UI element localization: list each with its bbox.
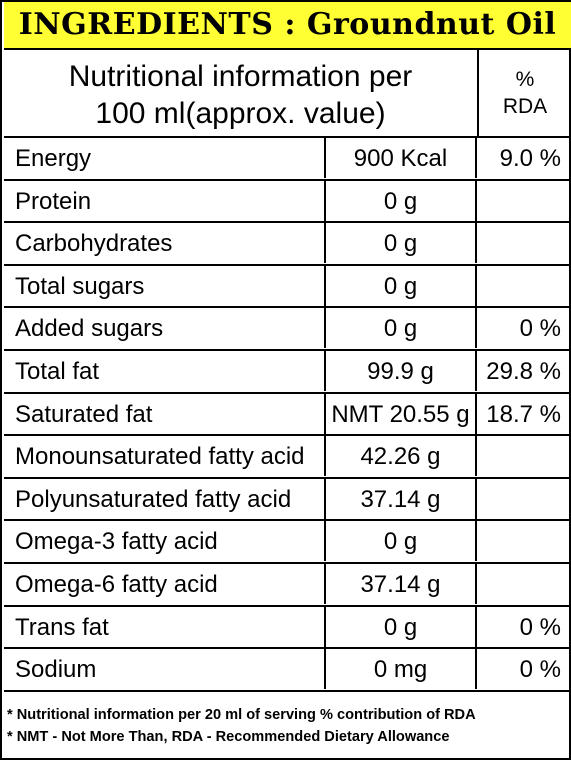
nutrient-amount: 0 g — [324, 521, 475, 562]
nutrient-name: Omega-6 fatty acid — [15, 571, 218, 598]
nutrient-amount: 0 g — [324, 180, 475, 221]
nutrient-rda: 18.7 % — [475, 393, 571, 434]
table-row: Energy 900 Kcal 9.0 % — [4, 136, 571, 178]
table-row: Total sugars 0 g — [4, 263, 571, 306]
nutrient-rda: 0 % — [475, 308, 571, 349]
rda-header: % RDA — [477, 50, 571, 136]
table-row: Saturated fat NMT 20.55 g 18.7 % — [4, 391, 571, 434]
table-row: Polyunsaturated fatty acid 37.14 g — [4, 476, 571, 519]
nutrient-name: Omega-3 fatty acid — [15, 528, 218, 556]
footnotes: * Nutritional information per 20 ml of s… — [4, 690, 571, 760]
nutrient-name: Sodium — [15, 656, 97, 684]
nutrient-name: Total fat — [15, 358, 100, 385]
label-title: INGREDIENTS : Groundnut Oil — [18, 7, 557, 42]
nutrient-name: Carbohydrates — [15, 230, 173, 258]
nutrient-name: Added sugars — [15, 315, 164, 343]
table-row: Protein 0 g — [4, 178, 571, 221]
nutrient-rda: 0 % — [475, 606, 571, 647]
nutrient-amount: 37.14 g — [324, 478, 475, 519]
nutrient-rda — [475, 265, 571, 306]
table-row: Sodium 0 mg 0 % — [4, 647, 571, 690]
nutrient-name: Polyunsaturated fatty acid — [15, 485, 292, 513]
nutrient-name: Monounsaturated fatty acid — [15, 443, 305, 471]
table-row: Omega-3 fatty acid 0 g — [4, 519, 571, 562]
nutrient-amount: 0 g — [324, 308, 475, 349]
nutrient-rda — [475, 564, 571, 604]
table-row: Total fat 99.9 g 29.8 % — [4, 349, 571, 391]
nutrient-amount: 99.9 g — [324, 351, 475, 391]
title-bar: INGREDIENTS : Groundnut Oil — [4, 2, 571, 50]
nutrient-name: Energy — [15, 145, 92, 172]
nutrition-header-line2: 100 ml(approx. value) — [95, 97, 386, 130]
rda-header-line1: % — [515, 68, 535, 91]
nutrient-rda: 9.0 % — [475, 138, 571, 178]
nutrient-amount: 0 mg — [324, 649, 475, 690]
nutrient-rda — [475, 223, 571, 264]
nutrient-rda — [475, 521, 571, 562]
nutrient-rda: 0 % — [475, 649, 571, 690]
nutrient-rda — [475, 436, 571, 477]
footnote-abbreviations: * NMT - Not More Than, RDA - Recommended… — [7, 729, 450, 745]
footnote-serving: * Nutritional information per 20 ml of s… — [7, 707, 476, 723]
nutrient-amount: 37.14 g — [324, 564, 475, 604]
nutrient-rda — [475, 180, 571, 221]
table-row: Carbohydrates 0 g — [4, 221, 571, 264]
nutrient-name: Protein — [15, 187, 92, 215]
nutrient-rda: 29.8 % — [475, 351, 571, 391]
nutrient-amount: NMT 20.55 g — [324, 393, 475, 434]
nutrition-header: Nutritional information per 100 ml(appro… — [4, 50, 477, 136]
nutrient-name: Total sugars — [15, 272, 145, 300]
nutrient-amount: 0 g — [324, 223, 475, 264]
nutrient-amount: 42.26 g — [324, 436, 475, 477]
nutrition-header-line1: Nutritional information per — [68, 60, 413, 93]
table-row: Omega-6 fatty acid 37.14 g — [4, 562, 571, 604]
rda-header-line2: RDA — [502, 95, 548, 118]
nutrient-amount: 0 g — [324, 265, 475, 306]
nutrient-name: Saturated fat — [15, 400, 153, 428]
nutrient-rda — [475, 478, 571, 519]
nutrient-amount: 900 Kcal — [324, 138, 475, 178]
table-row: Monounsaturated fatty acid 42.26 g — [4, 434, 571, 477]
nutrient-name: Trans fat — [15, 613, 109, 641]
nutrient-amount: 0 g — [324, 606, 475, 647]
